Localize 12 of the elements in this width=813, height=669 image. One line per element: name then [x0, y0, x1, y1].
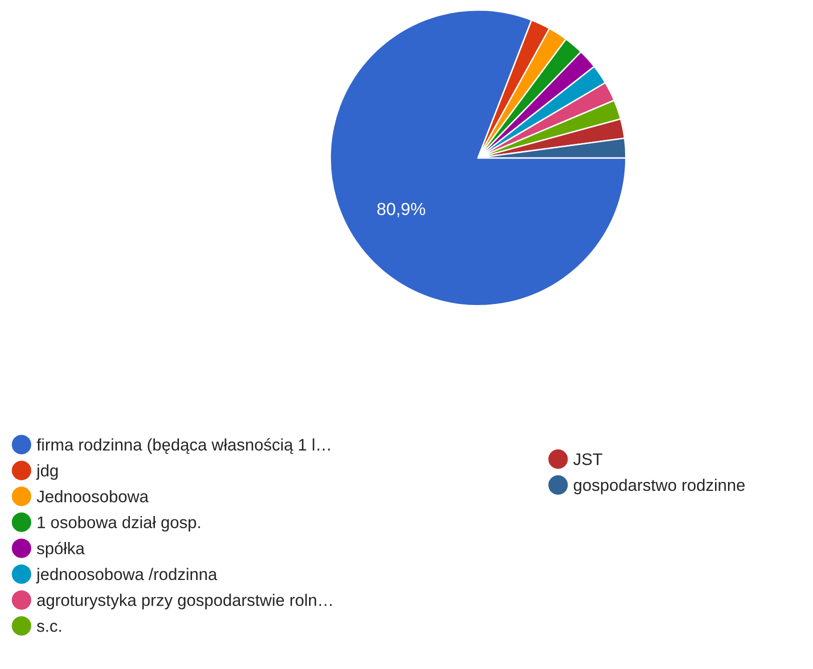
legend-label: jednoosobowa /rodzinna	[36, 568, 218, 584]
data-label: 80,9%	[377, 202, 426, 218]
legend-label: agroturystyka przy gospodarstwie roln…	[37, 594, 332, 610]
legend-label: firma rodzinna (będąca własnością 1 l…	[36, 438, 330, 454]
legend-label: s.c.	[36, 622, 61, 632]
legend-label: Jednoosobowa	[36, 490, 149, 502]
legend-label: spółka	[36, 542, 85, 558]
pie-slice	[330, 9, 627, 306]
legend-label: jdg	[36, 464, 58, 480]
legend-label: gospodarstwo rodzinne	[574, 478, 745, 494]
legend-label: 1 osobowa dział gosp.	[38, 516, 200, 532]
legend-label: JST	[573, 453, 602, 466]
